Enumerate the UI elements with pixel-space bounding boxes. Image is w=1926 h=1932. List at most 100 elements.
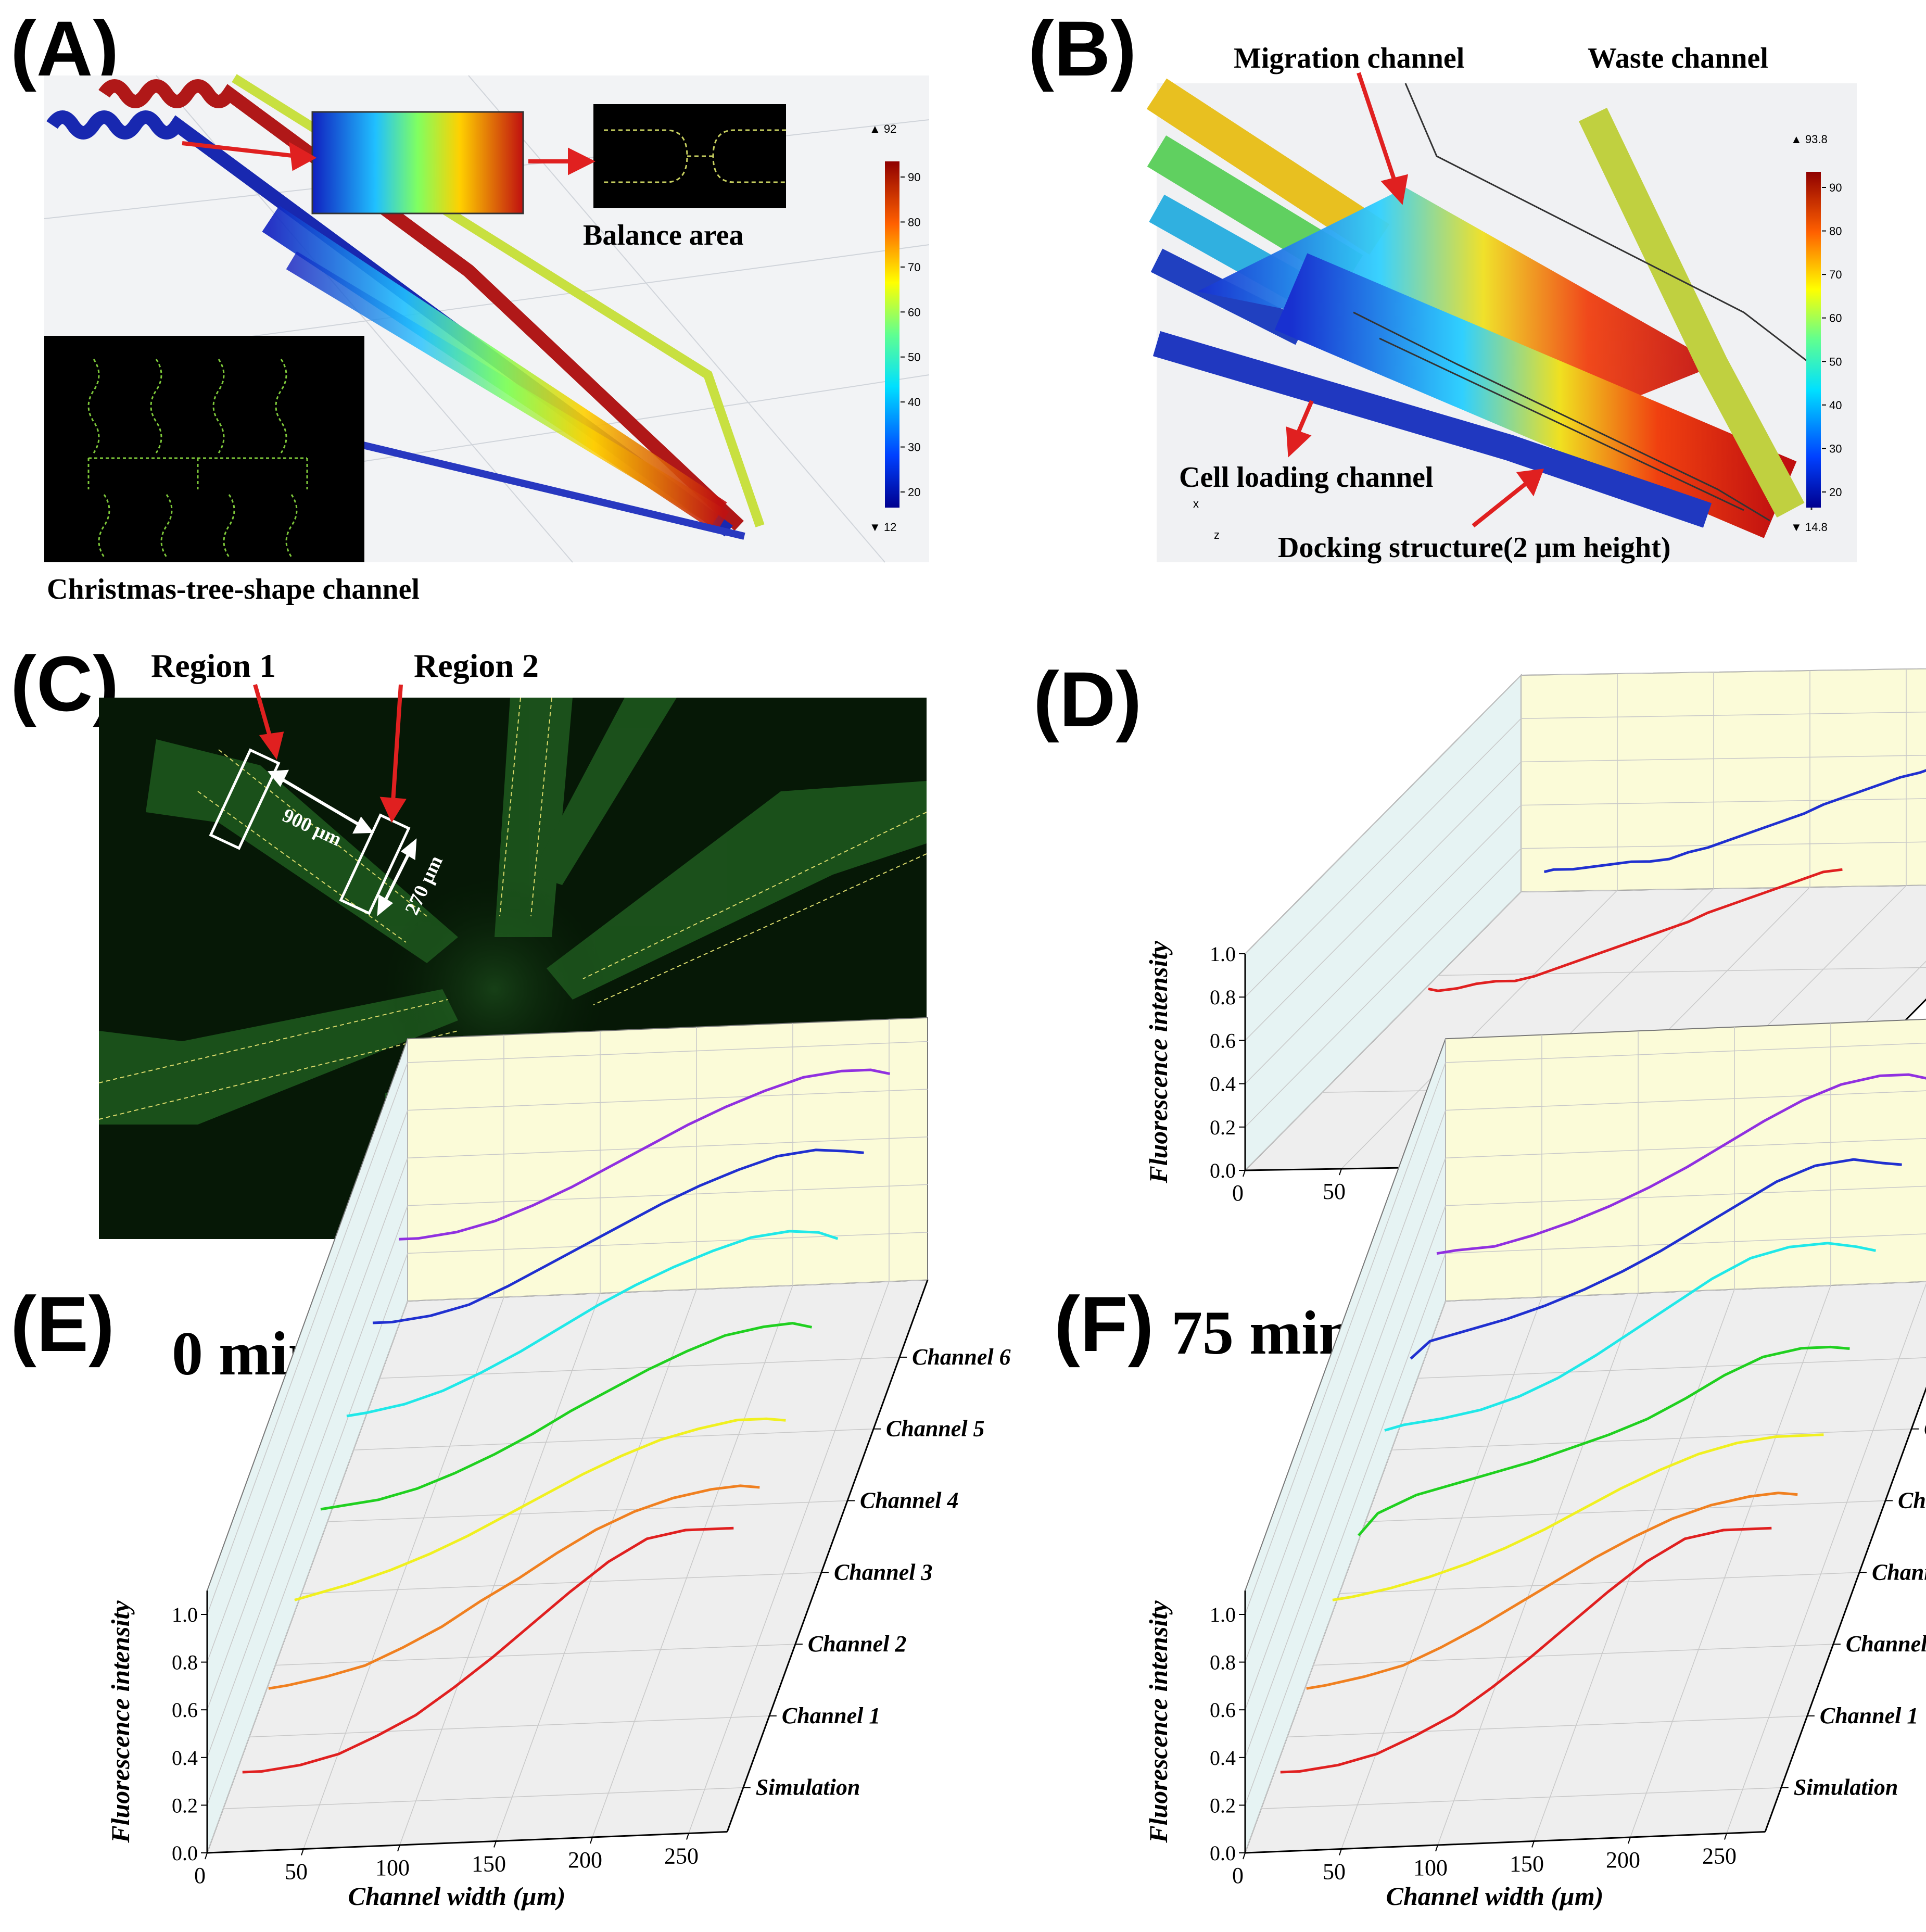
panel-e-series-tick-label: Channel 1 (782, 1703, 881, 1728)
panel-d-side-gridline (1245, 718, 1522, 997)
panel-e-side-gridline (207, 1253, 408, 1805)
panel-b-migration-caption: Migration channel (1234, 42, 1464, 74)
panel-a-red-inlet-channel (98, 79, 744, 531)
panel-f-floor-gridline (1534, 1289, 1735, 1841)
panel-d-back-gridline (1520, 755, 1926, 763)
panel-e-x-tick-label: 100 (375, 1855, 410, 1880)
panel-f-side-gridline (1245, 1157, 1446, 1710)
panel-f-depth-gridline (1365, 1500, 1886, 1522)
panel-a-colorbar-min: ▼ 12 (869, 521, 896, 534)
panel-a-gradient-outlets (286, 251, 729, 530)
panel-d-series-region-2 (1543, 769, 1926, 874)
panel-e-back-wall (407, 1017, 928, 1302)
panel-e-x-tick-label: 150 (472, 1851, 506, 1877)
panel-e-back-gridline (407, 1089, 928, 1111)
panel-e-back-gridline (407, 1279, 928, 1302)
panel-c-region2-box (339, 813, 411, 915)
panel-f-x-tick-label: 150 (1510, 1851, 1544, 1877)
panel-f-back-gridline (1445, 1281, 1926, 1302)
panel-e-x-axis (207, 1831, 728, 1854)
panel-d-side-gridline (1245, 675, 1522, 954)
panel-d-x-tick-label: 50 (1323, 1179, 1346, 1204)
panel-f-x-tick-label: 200 (1606, 1847, 1640, 1873)
panel-f-floor-gridline (1726, 1283, 1926, 1834)
panel-a-colorbar-tick-label: 20 (908, 486, 920, 499)
panel-f-depth-gridline (1261, 1787, 1781, 1809)
panel-e-x-axis-title: Channel width (µm) (348, 1882, 566, 1911)
panel-b-colorbar-max: ▲ 93.8 (1791, 133, 1828, 146)
panel-d-y-tick-label: 0.2 (1210, 1116, 1236, 1139)
panel-e-x-tick-label: 50 (285, 1859, 308, 1885)
panel-a-colorbar (885, 161, 899, 508)
panel-a-colorbar-ticks: 90 80 70 60 50 40 30 20 (901, 171, 920, 499)
panel-b-label: (B) (1028, 5, 1136, 92)
panel-f-y-tick-label: 0.2 (1210, 1794, 1236, 1817)
panel-a-tree-outline (87, 359, 308, 558)
panel-d-x-tick (1243, 1170, 1246, 1177)
panel-e-series-channel-1 (268, 1484, 760, 1690)
panel-f-back-gridline (1445, 1185, 1926, 1206)
panel-f-y-tick-label: 0.0 (1210, 1841, 1236, 1865)
panel-b-docking-caption: Docking structure(2 µm height) (1278, 532, 1671, 564)
panel-a-colorbar-max: ▲ 92 (869, 122, 896, 135)
panel-a-colorbar-tick-label: 50 (908, 351, 920, 364)
panel-e-x-tick-label: 250 (664, 1843, 699, 1869)
panel-d-side-gridline (1245, 891, 1522, 1171)
panel-d-side-gridline (1245, 848, 1522, 1128)
panel-f-x-axis-title: Channel width (µm) (1386, 1882, 1604, 1911)
panel-e-x-tick (301, 1849, 304, 1855)
panel-a-junction-inset (311, 111, 524, 214)
panel-b-colorbar-tick-label: 40 (1829, 399, 1842, 412)
panel-f-series-channel-2 (1332, 1433, 1824, 1601)
panel-a-balance-caption: Balance area (583, 219, 743, 251)
panel-e-floor-gridline (688, 1281, 890, 1834)
panel-e-y-tick-label: 0.8 (172, 1651, 198, 1674)
panel-f-y-tick-label: 0.6 (1210, 1698, 1236, 1722)
panel-e-series-tick-label: Channel 3 (834, 1559, 933, 1585)
panel-f-time: 75 min (1171, 1298, 1353, 1367)
panel-f-x-tick-label: 50 (1323, 1859, 1346, 1885)
panel-d-y-tick-label: 0.0 (1210, 1159, 1236, 1182)
panel-f-depth-gridline (1339, 1572, 1859, 1594)
panel-d-side-gridline (1245, 805, 1522, 1084)
panel-d-y-axis-title: Fluorescence intensity (1144, 941, 1173, 1184)
panel-f-depth-gridline (1417, 1357, 1926, 1379)
panel-f-series-channel-3 (1358, 1345, 1850, 1537)
panel-d-back-gridline (1520, 841, 1926, 849)
panel-f-floor-gridline (1437, 1293, 1639, 1846)
panel-f-back-gridline (1445, 1233, 1926, 1254)
panel-e-back-gridline (407, 1184, 928, 1206)
panel-a-tree-caption: Christmas-tree-shape channel (47, 573, 420, 605)
panel-e-side-gridline (207, 1062, 408, 1615)
panel-e-side-gridline (207, 1300, 408, 1853)
panel-a: (A) Balance area (10, 5, 930, 605)
panel-e-x-tick (397, 1845, 400, 1852)
panel-f-x-tick-label: 100 (1413, 1855, 1448, 1880)
panel-d-back-gridline (1520, 798, 1926, 806)
panel-e-y-tick-label: 0.2 (172, 1794, 198, 1817)
panel-e-series-channel-5 (372, 1148, 864, 1324)
panel-b-colorbar-tick-label: 60 (1829, 312, 1842, 325)
panel-f-series-channel-6 (1436, 1073, 1926, 1255)
panel-e-series-tick-label: Channel 4 (860, 1488, 959, 1513)
panel-e-depth-gridline (379, 1357, 900, 1379)
panel-f-back-gridline (1445, 1138, 1926, 1158)
panel-b: (B) Migration channel Waste channel Cell… (1028, 5, 1857, 564)
panel-d-series-region-1 (1428, 868, 1843, 992)
panel-b-colorbar-tick-label: 20 (1829, 486, 1842, 499)
panel-b-colorbar-tick-label: 30 (1829, 442, 1842, 455)
panel-b-colorbar-tick-label: 70 (1829, 268, 1842, 281)
panel-b-loading-channel (1152, 331, 1712, 528)
panel-e-series-tick-label: Simulation (756, 1775, 860, 1800)
panel-e-series-tick-label: Channel 5 (886, 1416, 985, 1442)
panel-e-label: (E) (10, 1280, 115, 1368)
panel-d-back-wall (1520, 668, 1926, 893)
panel-e-y-tick-label: 0.4 (172, 1746, 198, 1770)
panel-f-side-gridline (1245, 1253, 1446, 1805)
panel-f-side-gridline (1245, 1062, 1446, 1615)
panel-f-x-axis (1245, 1831, 1766, 1854)
panel-e-x-tick (205, 1852, 208, 1860)
panel-f-series-channel-4 (1384, 1242, 1877, 1432)
panel-a-colorbar-tick-label: 30 (908, 441, 920, 454)
